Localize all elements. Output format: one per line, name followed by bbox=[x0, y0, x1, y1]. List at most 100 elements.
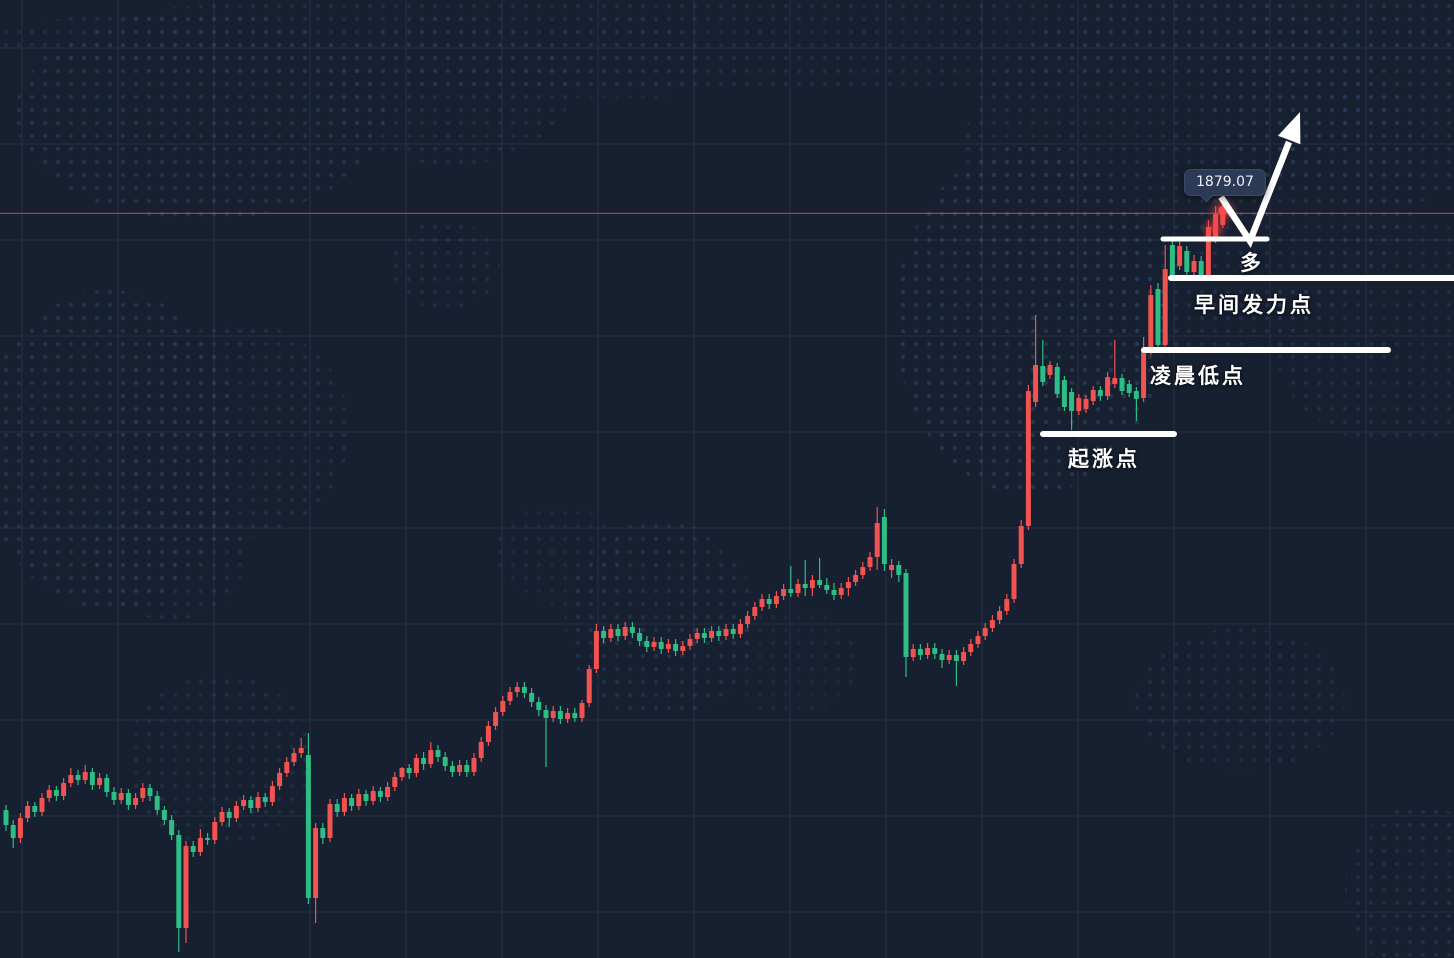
candle-body bbox=[334, 804, 340, 812]
candle-body bbox=[248, 800, 254, 808]
candle-body bbox=[10, 825, 16, 838]
candle-body bbox=[579, 703, 585, 718]
candle-body bbox=[349, 798, 355, 806]
candle-body bbox=[514, 687, 520, 692]
trend-arrow-up-icon bbox=[1218, 112, 1301, 249]
candle-body bbox=[723, 629, 729, 636]
candle-body bbox=[557, 711, 563, 719]
candle-body bbox=[89, 772, 95, 785]
candle-body bbox=[1033, 365, 1039, 402]
candle-body bbox=[1040, 366, 1046, 382]
candle-body bbox=[673, 644, 679, 651]
candle-body bbox=[442, 757, 448, 766]
candle-body bbox=[1061, 380, 1067, 407]
candle-body bbox=[529, 693, 535, 702]
candle-body bbox=[1148, 295, 1154, 351]
candle-body bbox=[485, 726, 491, 742]
candle-body bbox=[457, 765, 463, 772]
candle-body bbox=[464, 765, 470, 772]
candle-body bbox=[1011, 564, 1017, 599]
candle-body bbox=[1083, 399, 1089, 409]
annotation-label-rally-start: 起涨点 bbox=[1068, 446, 1140, 471]
candle-body bbox=[507, 692, 513, 701]
candle-body bbox=[838, 588, 844, 595]
candle-body bbox=[831, 590, 837, 595]
candle-body bbox=[262, 797, 268, 802]
candle-body bbox=[305, 755, 311, 898]
candle-body bbox=[1054, 367, 1060, 394]
candle-body bbox=[1155, 289, 1161, 345]
candle-body bbox=[291, 753, 297, 762]
candle-body bbox=[413, 758, 419, 773]
candle-body bbox=[154, 796, 160, 810]
candle-body bbox=[759, 599, 765, 607]
candle-body bbox=[1090, 390, 1096, 401]
candle-body bbox=[802, 584, 808, 588]
candle-body bbox=[406, 768, 412, 773]
candle-body bbox=[313, 828, 319, 898]
candle-body bbox=[629, 627, 635, 633]
candle-body bbox=[687, 639, 693, 646]
candle-body bbox=[219, 812, 225, 822]
candle-body bbox=[608, 629, 614, 638]
candle-body bbox=[550, 711, 556, 718]
map-dot-patch bbox=[1270, 215, 1454, 445]
candle-body bbox=[82, 772, 88, 780]
candle-body bbox=[298, 748, 304, 753]
candle-body bbox=[1105, 377, 1111, 396]
candle-body bbox=[392, 777, 398, 787]
candle-body bbox=[939, 654, 945, 660]
candle-body bbox=[665, 644, 671, 649]
candle-body bbox=[716, 631, 722, 636]
candle-body bbox=[845, 582, 851, 588]
candle-body bbox=[493, 712, 499, 726]
candle-body bbox=[593, 631, 599, 669]
candle-body bbox=[370, 791, 376, 801]
candle-body bbox=[917, 649, 923, 655]
map-dot-patch bbox=[1210, 0, 1454, 205]
candle-body bbox=[572, 713, 578, 718]
candle-body bbox=[680, 646, 686, 651]
candle-body bbox=[1025, 391, 1031, 526]
map-dot-patch bbox=[15, 10, 385, 220]
candle-body bbox=[46, 790, 52, 798]
candle-body bbox=[601, 631, 607, 638]
map-dot-patch bbox=[330, 15, 570, 165]
candle-body bbox=[269, 786, 275, 802]
candle-body bbox=[471, 758, 477, 772]
candle-body bbox=[3, 810, 9, 825]
candle-body bbox=[853, 575, 859, 582]
candle-body bbox=[241, 800, 247, 806]
candle-body bbox=[75, 775, 81, 780]
candle-body bbox=[925, 648, 931, 655]
candle-body bbox=[651, 642, 657, 647]
candlestick-series bbox=[3, 203, 1226, 952]
map-dot-patch bbox=[720, 605, 860, 715]
candle-body bbox=[968, 644, 974, 652]
candle-body bbox=[226, 812, 232, 818]
candle-body bbox=[255, 797, 261, 808]
candle-body bbox=[817, 580, 823, 585]
candle-body bbox=[385, 787, 391, 797]
candle-body bbox=[745, 616, 751, 624]
map-dot-patch bbox=[1135, 628, 1345, 772]
candle-body bbox=[961, 652, 967, 661]
candle-body bbox=[658, 642, 664, 649]
candle-body bbox=[521, 687, 527, 693]
candle-body bbox=[500, 701, 506, 712]
candle-body bbox=[284, 762, 290, 773]
candle-body bbox=[903, 573, 909, 657]
candle-body bbox=[946, 655, 952, 660]
candle-body bbox=[874, 523, 880, 557]
candle-body bbox=[824, 585, 830, 590]
candle-body bbox=[867, 557, 873, 567]
candle-body bbox=[61, 783, 67, 796]
candle-body bbox=[169, 820, 175, 835]
candle-body bbox=[1069, 392, 1075, 411]
candle-body bbox=[39, 798, 45, 812]
candle-body bbox=[644, 641, 650, 647]
candle-body bbox=[622, 627, 628, 636]
candle-body bbox=[68, 775, 74, 783]
